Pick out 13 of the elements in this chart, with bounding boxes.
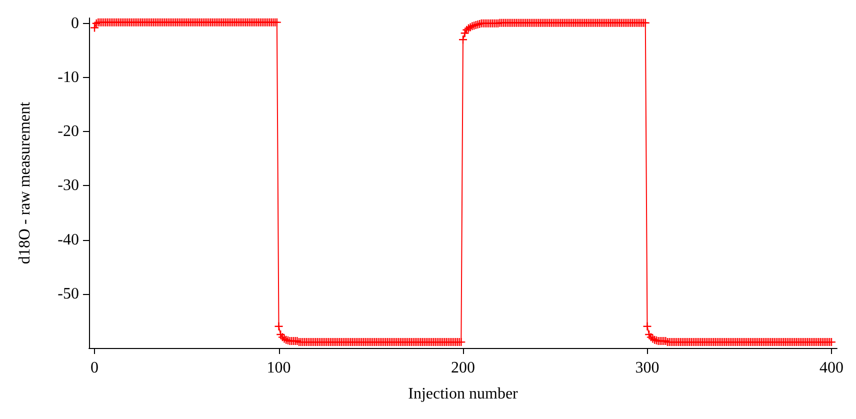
x-tick-label: 0	[90, 360, 99, 376]
y-tick-label: -50	[58, 285, 79, 302]
y-tick-label: 0	[71, 14, 79, 32]
y-axis-title: d18O - raw measurement	[16, 101, 34, 264]
x-axis-title: Injection number	[408, 386, 519, 402]
y-tick-label: -20	[58, 123, 79, 140]
x-tick-label: 200	[451, 360, 475, 376]
x-tick-label: 300	[635, 360, 660, 376]
y-tick-label: -30	[58, 177, 79, 194]
x-tick-label: 400	[819, 360, 844, 376]
y-tick-label: -40	[58, 231, 79, 248]
y-tick-label: -10	[58, 69, 79, 86]
x-tick-label: 100	[266, 360, 291, 376]
